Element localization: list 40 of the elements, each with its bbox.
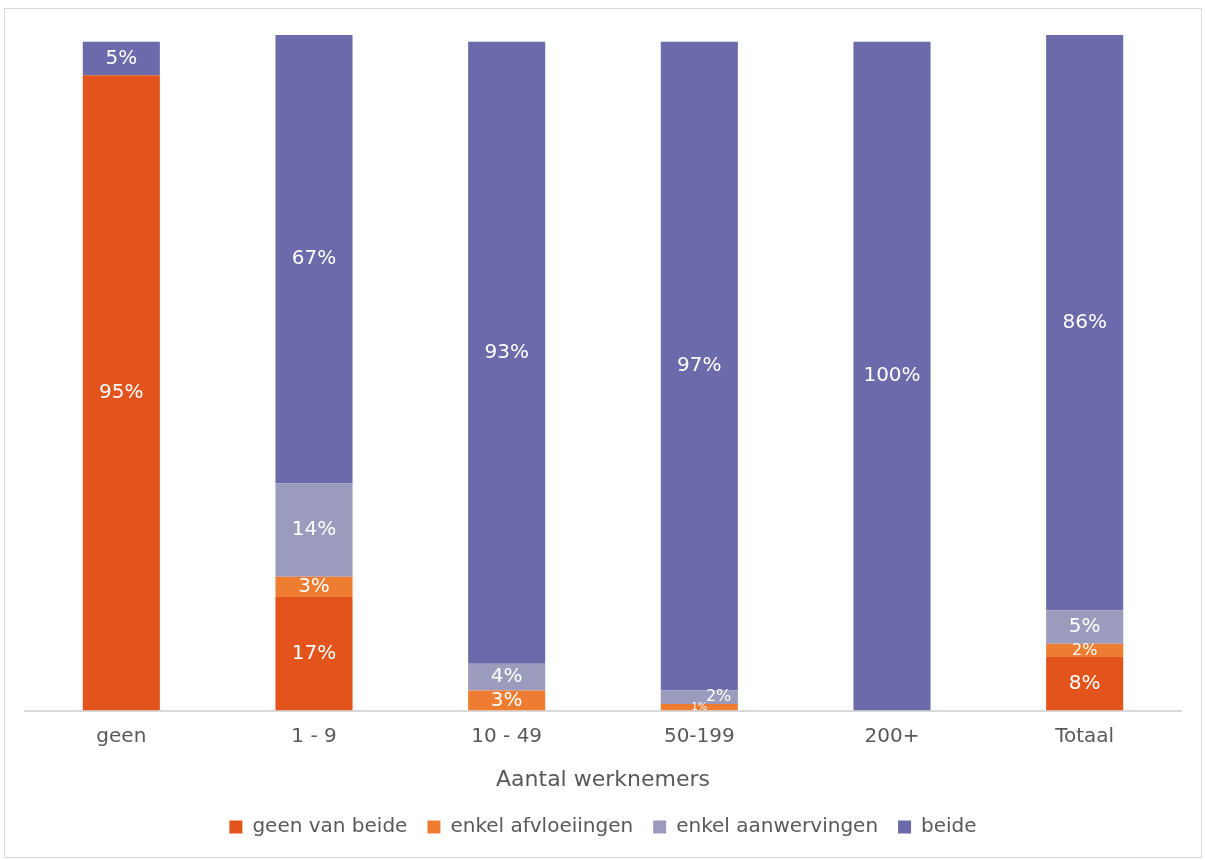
data-label: 4%: [490, 663, 523, 688]
data-label: 5%: [1068, 613, 1101, 638]
bar: [468, 41, 546, 664]
bar: [275, 596, 353, 711]
data-label: 1%: [691, 700, 708, 712]
data-label: 2%: [1071, 639, 1098, 659]
data-label: 3%: [490, 686, 523, 711]
data-label: 2%: [705, 686, 732, 706]
legend-label: enkel aanwervingen: [676, 813, 879, 838]
data-label: 8%: [1068, 670, 1101, 695]
bar: [82, 75, 160, 711]
data-label: 14%: [291, 516, 337, 541]
bar: [853, 41, 931, 711]
bar: [468, 663, 546, 691]
bar: [1046, 657, 1124, 711]
bar: [660, 41, 738, 691]
x-tick-label: 10 - 49: [471, 722, 543, 747]
data-label: 93%: [484, 338, 529, 363]
bar: [275, 35, 353, 484]
x-tick-label: Totaal: [1054, 722, 1115, 747]
bar: [1046, 610, 1124, 644]
x-axis-title: Aantal werknemers: [496, 765, 710, 791]
x-tick-label: 50-199: [663, 722, 735, 747]
data-label: 97%: [677, 352, 722, 377]
legend-label: geen van beide: [252, 813, 408, 838]
x-tick-label: 200+: [864, 722, 920, 747]
data-label: 95%: [99, 379, 144, 404]
x-tick-label: geen: [96, 722, 147, 747]
bar: [82, 41, 160, 76]
data-label: 86%: [1062, 308, 1107, 333]
legend-label: enkel afvloeiingen: [450, 813, 634, 838]
x-tick-label: 1 - 9: [291, 722, 337, 747]
data-label: 3%: [298, 573, 330, 598]
legend-label: beide: [921, 813, 977, 838]
bar: [275, 483, 353, 577]
data-label: 17%: [291, 639, 337, 664]
data-label: 5%: [105, 44, 138, 69]
bar: [1046, 35, 1124, 611]
data-label: 67%: [291, 245, 337, 270]
data-label: 100%: [863, 362, 921, 387]
